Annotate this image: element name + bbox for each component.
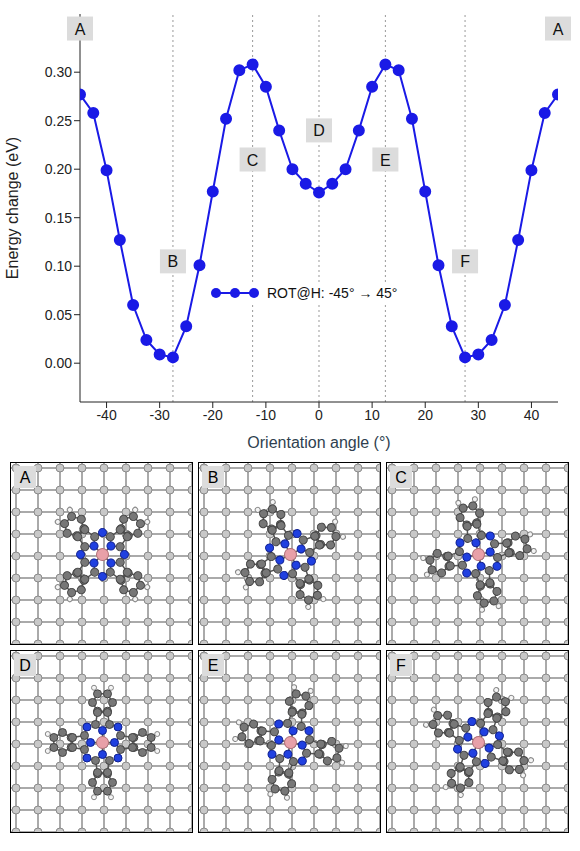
svg-text:A: A — [553, 21, 564, 38]
svg-text:E: E — [380, 152, 391, 169]
svg-text:40: 40 — [524, 407, 540, 423]
svg-text:0.10: 0.10 — [45, 258, 72, 274]
svg-text:B: B — [208, 469, 219, 486]
svg-text:Energy change (eV): Energy change (eV) — [4, 137, 21, 279]
svg-text:D: D — [19, 657, 31, 674]
svg-text:Orientation angle (°): Orientation angle (°) — [247, 434, 390, 451]
svg-text:0: 0 — [315, 407, 323, 423]
html-text:ROT@H: -45° → 45°: ROT@H: -45° → 45° — [267, 285, 398, 301]
svg-text:-40: -40 — [96, 407, 116, 423]
svg-text:20: 20 — [417, 407, 433, 423]
svg-text:30: 30 — [471, 407, 487, 423]
svg-text:0.25: 0.25 — [45, 113, 72, 129]
svg-text:-10: -10 — [256, 407, 276, 423]
svg-text:0.15: 0.15 — [45, 210, 72, 226]
svg-text:0.30: 0.30 — [45, 64, 72, 80]
svg-text:0.00: 0.00 — [45, 355, 72, 371]
svg-text:-20: -20 — [203, 407, 223, 423]
svg-text:C: C — [247, 152, 259, 169]
svg-text:D: D — [313, 122, 325, 139]
svg-text:A: A — [75, 21, 86, 38]
svg-text:A: A — [20, 469, 31, 486]
svg-text:10: 10 — [364, 407, 380, 423]
svg-text:0.20: 0.20 — [45, 161, 72, 177]
svg-text:C: C — [395, 469, 407, 486]
svg-text:0.05: 0.05 — [45, 307, 72, 323]
svg-text:F: F — [396, 657, 406, 674]
svg-text:E: E — [208, 657, 219, 674]
svg-text:F: F — [460, 253, 470, 270]
svg-text:B: B — [168, 253, 179, 270]
svg-text:-30: -30 — [150, 407, 170, 423]
